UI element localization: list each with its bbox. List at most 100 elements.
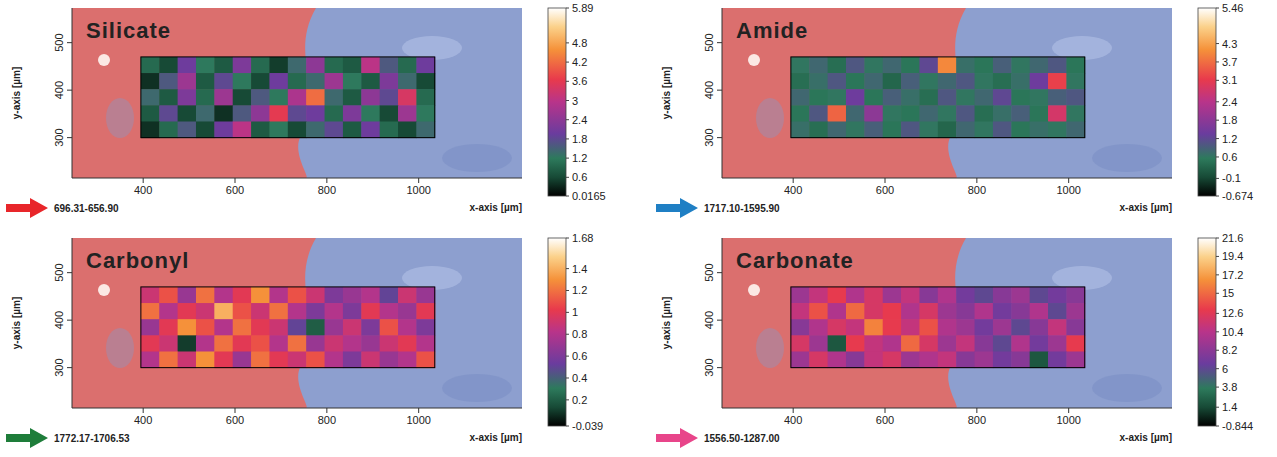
cell: [325, 319, 344, 336]
cell: [380, 319, 399, 336]
cell: [306, 351, 325, 368]
colorbar-tick-label: -0.039: [572, 420, 603, 432]
cell: [883, 89, 902, 106]
cell: [214, 105, 233, 122]
cell: [361, 89, 380, 106]
cell: [306, 319, 325, 336]
colorbar-tick-label: 1.8: [1222, 114, 1237, 126]
cell: [975, 105, 994, 122]
cell: [343, 57, 362, 74]
cell: [343, 89, 362, 106]
cell: [938, 319, 957, 336]
y-tick-label: 400: [703, 311, 715, 329]
colorbar-tick: [566, 196, 569, 197]
cell: [251, 89, 270, 106]
y-tick-label: 500: [53, 33, 65, 51]
cell: [380, 89, 399, 106]
colorbar-tick: [1216, 256, 1219, 257]
arrow: [656, 428, 698, 448]
cell: [1030, 105, 1049, 122]
cell: [993, 351, 1012, 368]
cell: [791, 287, 810, 304]
x-axis-line: [72, 408, 522, 409]
cell: [343, 121, 362, 138]
cell: [269, 335, 288, 352]
cell: [251, 351, 270, 368]
cell: [306, 303, 325, 320]
colorbar-tick-label: 0.4: [572, 372, 587, 384]
cell: [1011, 73, 1030, 90]
cell: [416, 57, 435, 74]
plot-area: [72, 8, 522, 178]
cell: [361, 121, 380, 138]
cell: [325, 287, 344, 304]
cell: [233, 105, 252, 122]
y-tick: [717, 367, 722, 368]
cell: [398, 89, 417, 106]
y-tick-label: 300: [53, 358, 65, 376]
colorbar-tick: [1216, 101, 1219, 102]
cell: [1011, 105, 1030, 122]
x-axis-title: x-axis [µm]: [1120, 202, 1172, 213]
cell: [919, 319, 938, 336]
colorbar-tick: [566, 158, 569, 159]
cell: [975, 73, 994, 90]
cell: [883, 121, 902, 138]
cell: [1048, 121, 1067, 138]
cell: [919, 73, 938, 90]
cell: [919, 105, 938, 122]
micrograph-spot: [442, 144, 512, 172]
cell: [361, 351, 380, 368]
colorbar-tick-label: 5.89: [572, 2, 593, 14]
colorbar-tick-label: 6: [1222, 363, 1228, 375]
cell: [1011, 351, 1030, 368]
cell: [398, 335, 417, 352]
cell: [159, 73, 178, 90]
cell: [846, 287, 865, 304]
y-axis-line: [72, 8, 73, 178]
cell: [993, 89, 1012, 106]
cell: [288, 319, 307, 336]
colorbar-tick-label: 4.8: [572, 37, 587, 49]
cell: [269, 287, 288, 304]
colorbar: [1198, 8, 1216, 196]
micrograph-red: [722, 238, 966, 408]
cell: [196, 89, 215, 106]
cell: [864, 121, 883, 138]
cell: [288, 287, 307, 304]
micrograph-spot: [756, 328, 784, 368]
cell: [993, 105, 1012, 122]
panel-title: Silicate: [86, 18, 171, 43]
cell: [178, 287, 197, 304]
cell: [251, 105, 270, 122]
cell: [233, 303, 252, 320]
micrograph-red: [72, 8, 316, 178]
plot-area: [722, 238, 1172, 408]
cell: [196, 335, 215, 352]
cell: [828, 303, 847, 320]
cell: [883, 335, 902, 352]
cell: [975, 303, 994, 320]
colorbar-tick: [566, 399, 569, 400]
cell: [380, 351, 399, 368]
x-tick-label: 400: [784, 414, 802, 426]
colorbar-tick-label: 0.0165: [572, 190, 606, 202]
cell: [975, 57, 994, 74]
cell: [1011, 57, 1030, 74]
colorbar-tick: [1216, 350, 1219, 351]
y-tick: [67, 90, 72, 91]
cell: [993, 121, 1012, 138]
cell: [269, 319, 288, 336]
cell: [398, 73, 417, 90]
cell: [809, 57, 828, 74]
colorbar-tick-label: 0.6: [1222, 151, 1237, 163]
colorbar-tick-label: 3.6: [572, 75, 587, 87]
cell: [288, 89, 307, 106]
x-axis-line: [722, 178, 1172, 179]
cell: [233, 351, 252, 368]
x-tick-label: 600: [226, 414, 244, 426]
cell: [1066, 89, 1085, 106]
cell: [1011, 319, 1030, 336]
range-label: 696.31-656.90: [54, 203, 119, 214]
range-label: 1717.10-1595.90: [704, 203, 780, 214]
